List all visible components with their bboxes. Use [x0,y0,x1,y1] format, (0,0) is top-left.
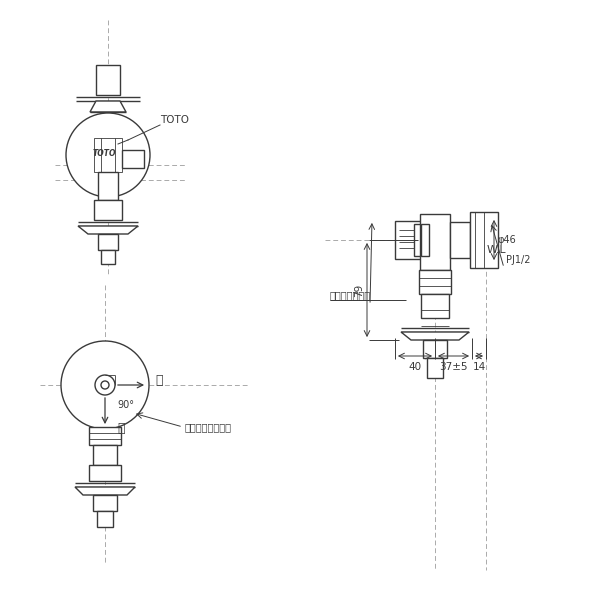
Polygon shape [75,487,135,495]
Bar [427,358,443,378]
Text: 90°: 90° [117,400,134,410]
Text: 40: 40 [409,362,422,372]
Text: 79: 79 [354,283,364,296]
Text: W.L: W.L [486,245,506,255]
Bar [470,212,498,268]
Text: PJ1/2: PJ1/2 [506,255,530,265]
Circle shape [61,341,149,429]
Text: 37±5: 37±5 [439,362,467,372]
Bar [98,172,118,200]
Bar [94,200,122,220]
Circle shape [95,375,115,395]
Bar [450,222,470,258]
Bar [419,270,451,294]
Bar [421,224,429,256]
Bar [98,234,118,250]
Bar [93,445,117,465]
Bar [93,495,117,511]
Bar [421,294,449,318]
Bar [420,214,450,270]
Text: 14: 14 [472,362,485,372]
Bar [94,138,122,172]
Bar [96,65,120,95]
Text: ハンドル回転觓度: ハンドル回転觓度 [185,422,232,432]
Text: 閉: 閉 [155,373,163,386]
Circle shape [101,381,109,389]
Bar [97,511,113,527]
Text: ペールホワイト: ペールホワイト [330,290,371,300]
Bar [395,221,421,259]
Circle shape [66,113,150,197]
Bar [89,465,121,481]
Polygon shape [90,101,126,112]
Bar [414,224,420,256]
Bar [101,250,115,264]
Bar [122,150,144,168]
Text: TOTO: TOTO [160,115,189,125]
Text: 開: 開 [117,422,125,436]
Polygon shape [401,332,469,340]
Polygon shape [78,226,138,234]
Text: φ46: φ46 [497,235,516,245]
Bar [89,427,121,445]
Bar [423,340,447,358]
Text: TOTO: TOTO [92,149,116,158]
